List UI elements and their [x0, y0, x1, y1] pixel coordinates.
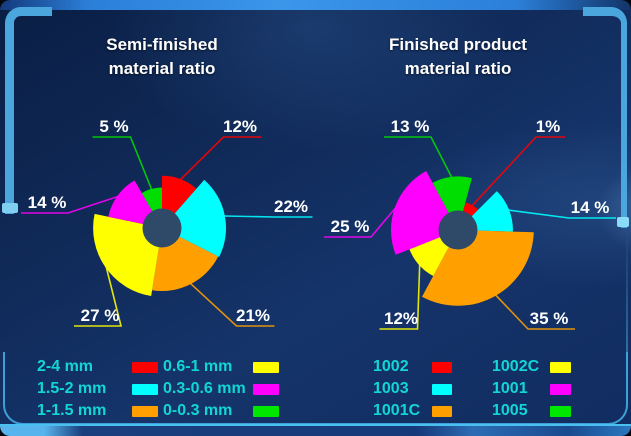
legend-swatch-1.5-2-mm[interactable] [132, 383, 158, 395]
left-chart-title-line2: material ratio [108, 59, 216, 78]
legend-label-2-4-mm[interactable]: 2-4 mm [37, 358, 94, 375]
frame-bottom-strip [0, 424, 631, 436]
legend-row: 2-4 mm 0.6-1 mm [37, 356, 279, 378]
legend-swatch-0.3-0.6-mm[interactable] [253, 383, 279, 395]
pct-label-1003: 14 % [571, 198, 610, 217]
label-leader-line-0.6-1-mm [74, 266, 123, 327]
pie-slice-1.5-2-mm[interactable] [162, 179, 227, 257]
legend-label-1.5-2-mm[interactable]: 1.5-2 mm [37, 380, 107, 397]
pct-label-0-0.3-mm: 5 % [99, 117, 128, 136]
frame-top-bar [0, 0, 631, 10]
pct-label-0.3-0.6-mm: 14 % [28, 193, 67, 212]
frame-corner-top-right-stub [617, 217, 629, 227]
legend-swatch-1002C[interactable] [550, 361, 571, 373]
legend-left: 2-4 mm 0.6-1 mm 1.5-2 mm 0.3-0.6 mm 1-1.5 mm… [37, 356, 279, 422]
label-leader-line-1001 [324, 206, 397, 238]
left-chart-title-line1: Semi-finished [106, 35, 218, 54]
pct-label-2-4-mm: 12% [223, 117, 257, 136]
pct-label-0.6-1-mm: 27 % [81, 306, 120, 325]
legend-label-1005[interactable]: 1005 [492, 402, 528, 419]
right-chart-title-line1: Finished product [389, 35, 527, 54]
pct-label-1002: 1% [536, 117, 561, 136]
left-chart-title: Semi-finished material ratio [62, 33, 262, 81]
legend-label-0-0.3-mm[interactable]: 0-0.3 mm [163, 402, 233, 419]
legend-label-1003[interactable]: 1003 [373, 380, 409, 397]
legend-row: 1002 1002C [373, 356, 571, 378]
legend-row: 1-1.5 mm 0-0.3 mm [37, 400, 279, 422]
legend-swatch-1002[interactable] [432, 361, 452, 373]
pct-label-1-1.5-mm: 21% [236, 306, 270, 325]
label-leader-line-2-4-mm [179, 136, 262, 181]
pct-label-1001: 25 % [331, 217, 370, 236]
frame-corner-top-left [5, 7, 52, 214]
donut-hole [438, 210, 478, 250]
legend-label-1001[interactable]: 1001 [492, 380, 528, 397]
right-chart-title: Finished product material ratio [358, 33, 558, 81]
legend-label-1002C[interactable]: 1002C [492, 358, 540, 375]
legend-label-1001C[interactable]: 1001C [373, 402, 421, 419]
legend-swatch-0.6-1-mm[interactable] [253, 361, 279, 373]
legend-swatch-1005[interactable] [550, 405, 571, 417]
legend-swatch-1003[interactable] [432, 383, 452, 395]
legend-swatch-1001[interactable] [550, 383, 571, 395]
legend-label-1-1.5-mm[interactable]: 1-1.5 mm [37, 402, 107, 419]
label-leader-line-1002 [471, 136, 565, 207]
legend-swatch-0-0.3-mm[interactable] [253, 405, 279, 417]
pct-label-1002C: 12% [384, 309, 418, 328]
legend-row: 1003 1001 [373, 378, 571, 400]
legend-swatch-1-1.5-mm[interactable] [132, 405, 158, 417]
legend-label-1002[interactable]: 1002 [373, 358, 409, 375]
frame-corner-top-right [583, 7, 627, 228]
legend-row: 1.5-2 mm 0.3-0.6 mm [37, 378, 279, 400]
pie-slice-1001C[interactable] [422, 230, 534, 306]
legend-row: 1001C 1005 [373, 400, 571, 422]
label-leader-line-1003 [507, 209, 616, 219]
legend-label-0.3-0.6-mm[interactable]: 0.3-0.6 mm [163, 380, 246, 397]
label-leader-line-1001C [494, 294, 575, 330]
label-leader-line-0.3-0.6-mm [21, 195, 119, 214]
label-leader-line-1.5-2-mm [223, 215, 313, 218]
label-leader-line-1005 [384, 136, 453, 179]
legend-swatch-1001C[interactable] [432, 405, 452, 417]
legend-swatch-2-4-mm[interactable] [132, 361, 158, 373]
frame-corner-top-left-stub [2, 203, 18, 213]
legend-label-0.6-1-mm[interactable]: 0.6-1 mm [163, 358, 233, 375]
label-leader-line-1002C [379, 264, 421, 330]
legend-right: 1002 1002C 1003 1001 1001C 1005 [373, 356, 571, 422]
right-chart-title-line2: material ratio [404, 59, 512, 78]
pct-label-1.5-2-mm: 22% [274, 197, 308, 216]
pie-slice-1005[interactable] [432, 176, 472, 230]
frame-right-edge-line [626, 230, 628, 360]
donut-hole [142, 208, 182, 248]
label-leader-line-0-0.3-mm [92, 136, 153, 191]
pct-label-1001C: 35 % [530, 309, 569, 328]
label-leader-line-1-1.5-mm [189, 282, 275, 327]
pct-label-1005: 13 % [391, 117, 430, 136]
